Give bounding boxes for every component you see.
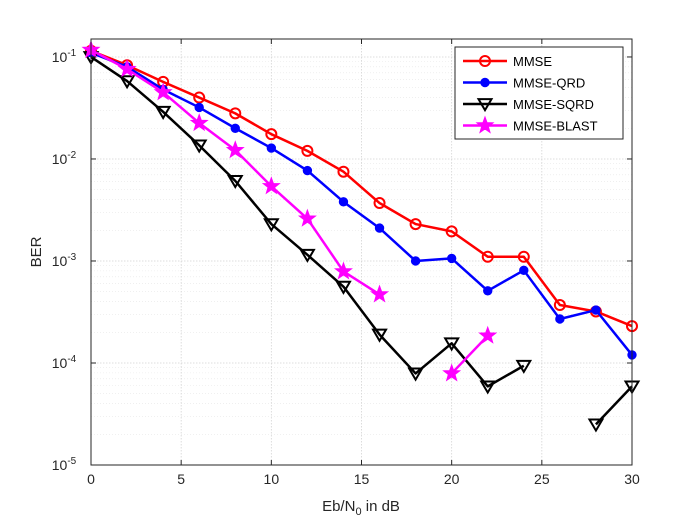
series-layer [81,40,641,433]
series-mmse-point [481,250,494,263]
series-mmse-sqrd-point [335,280,352,295]
legend-mmse: MMSE [463,54,552,69]
series-mmse-qrd-point [338,197,349,207]
series-mmse-qrd-point [519,265,529,276]
series-mmse-point [229,107,242,120]
y-tick-label: 10-2 [52,150,77,167]
series-mmse-blast-point [297,208,317,227]
series-mmse-line [90,49,633,328]
y-tick-label: 10-3 [52,252,77,269]
series-mmse-qrd-point [230,123,240,133]
series-mmse-blast-point [261,176,281,195]
series-mmse-point [301,144,314,157]
series-mmse-blast [81,40,498,382]
x-tick-label: 30 [624,471,640,487]
series-mmse-sqrd-point [118,75,136,90]
series-mmse-sqrd-line [595,385,633,426]
series-mmse-qrd [86,48,637,360]
legend-mmse-sqrd-marker [476,98,494,113]
series-mmse-blast-point [153,82,173,101]
series-mmse-qrd-point [410,256,421,266]
series-mmse-qrd-point [555,314,565,324]
series-mmse-sqrd [82,51,641,433]
series-mmse-point [409,218,422,231]
series-mmse-sqrd-point [407,367,424,382]
legend-mmse-blast-marker [475,115,495,134]
series-mmse-blast-point [333,261,353,280]
x-axis-label: Eb/N0 in dB [322,498,400,518]
series-mmse-sqrd-point [154,105,172,120]
x-tick-label: 15 [354,471,370,487]
series-mmse-qrd-point [374,223,385,233]
series-mmse-sqrd-point [263,218,280,233]
y-tick-label: 10-4 [52,354,77,371]
series-mmse-sqrd-point [479,380,496,395]
series-mmse-blast-line [450,334,489,375]
axis-ticks [90,39,633,466]
series-mmse-sqrd-point [443,337,460,352]
series-mmse-sqrd-point [587,418,605,433]
y-axis-label: BER [28,236,45,267]
x-tick-label: 10 [264,471,280,487]
series-mmse-sqrd-point [371,328,388,343]
x-tick-label: 25 [534,471,550,487]
series-mmse-point [265,128,278,141]
legend-mmse-sqrd: MMSE-SQRD [463,97,594,113]
series-mmse-point [337,165,350,178]
series-mmse-qrd-point [446,253,457,264]
legend: MMSE MMSE-QRD MMSE-SQRD MMSE-BLAST [454,46,624,140]
series-mmse-sqrd-point [515,359,533,374]
legend-mmse-qrd-marker [480,77,490,88]
legend-mmse-blast-label: MMSE-BLAST [513,119,598,134]
series-mmse-sqrd-point [227,174,244,190]
series-mmse-blast-point [442,363,462,382]
series-mmse-qrd-point [302,165,313,176]
tick-labels: 0 5 10 15 20 25 30 10-5 10-4 10-3 10-2 10-1 [52,48,640,487]
x-tick-label: 20 [444,471,460,487]
series-mmse-point [517,250,530,263]
series-mmse-qrd-point [266,143,277,153]
series-mmse-blast-point [189,113,209,132]
y-tick-label: 10-1 [52,48,77,65]
series-mmse-sqrd-line [90,55,525,388]
y-tick-label: 10-5 [52,456,77,473]
series-mmse-sqrd-point [299,248,316,263]
legend-mmse-label: MMSE [513,54,552,69]
series-mmse-sqrd-point [190,139,208,154]
legend-mmse-qrd-label: MMSE-QRD [513,76,585,91]
series-mmse-blast-point [370,284,390,303]
series-mmse-blast-point [225,140,245,159]
legend-mmse-blast: MMSE-BLAST [463,115,598,134]
series-mmse-point [373,197,386,210]
legend-mmse-marker [479,55,491,67]
series-mmse-point [193,91,206,104]
x-tick-label: 0 [87,471,95,487]
series-mmse-blast-point [478,325,498,344]
series-mmse-qrd-point [483,286,493,296]
legend-mmse-sqrd-label: MMSE-SQRD [513,97,594,112]
series-mmse-blast-point [117,59,137,78]
x-tick-label: 5 [177,471,185,487]
series-mmse-point [553,299,566,312]
series-mmse-point [445,225,458,238]
legend-mmse-qrd: MMSE-QRD [463,76,585,91]
series-mmse-qrd-line [90,51,633,356]
series-mmse-qrd-point [194,102,204,113]
series-mmse-qrd-point [591,305,601,315]
